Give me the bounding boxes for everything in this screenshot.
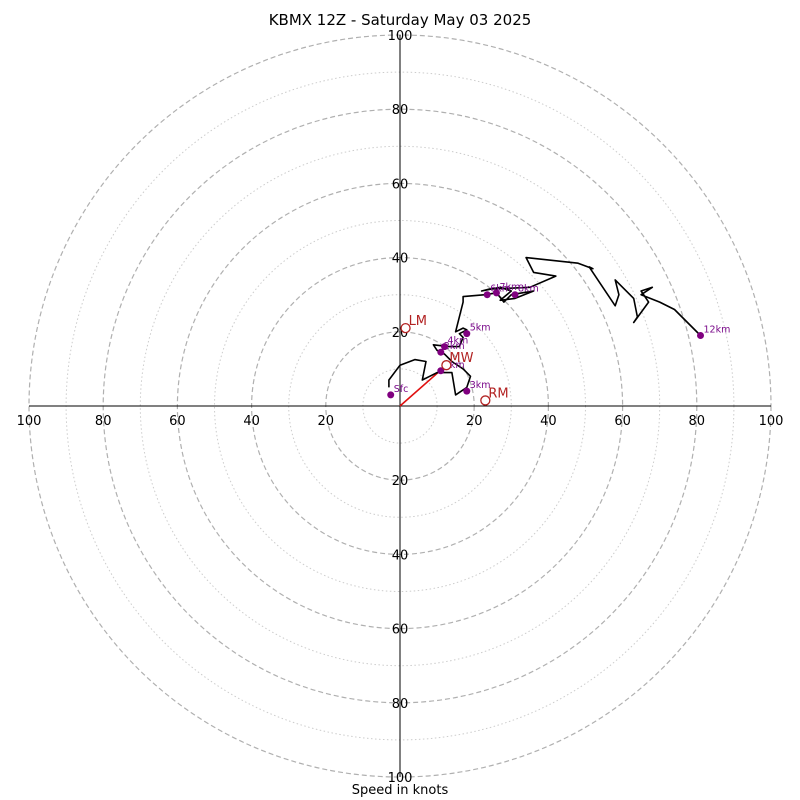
x-tick-label: 100 — [759, 414, 784, 429]
motion-marker-mw — [441, 360, 452, 371]
x-tick-label: 20 — [318, 414, 335, 429]
y-tick-label: 60 — [392, 177, 409, 192]
x-tick-label: 80 — [95, 414, 112, 429]
x-tick-label: 60 — [614, 414, 631, 429]
height-label-8km: 8km — [518, 284, 539, 295]
height-point-6km — [483, 291, 491, 299]
height-label-5km: 5km — [470, 323, 491, 334]
height-point-4km — [441, 343, 449, 351]
height-label-12km: 12km — [704, 325, 731, 336]
x-tick-label: 100 — [17, 414, 42, 429]
height-point-1km — [437, 367, 445, 375]
motion-label-lm: LM — [409, 314, 427, 329]
y-tick-label: 80 — [392, 697, 409, 712]
height-label-6km: 6km — [490, 284, 511, 295]
height-point-sfc — [387, 391, 395, 399]
height-point-3km — [463, 387, 471, 395]
y-tick-label: 20 — [392, 474, 409, 489]
height-point-5km — [463, 330, 471, 338]
storm-motion-markers: LM MW RM — [400, 314, 509, 406]
x-tick-label: 40 — [243, 414, 260, 429]
motion-marker-lm — [400, 322, 411, 334]
x-tick-label: 40 — [540, 414, 557, 429]
height-label-3km: 3km — [470, 380, 491, 391]
height-point-2km — [437, 348, 445, 356]
x-tick-label: 80 — [689, 414, 706, 429]
height-point-7km — [492, 289, 500, 297]
x-axis-label: Speed in knots — [351, 783, 449, 798]
motion-label-mw: MW — [449, 351, 473, 366]
y-tick-label: 60 — [392, 623, 409, 638]
height-label-2km: 2km — [444, 341, 465, 352]
x-tick-label: 20 — [466, 414, 483, 429]
x-tick-label: 60 — [169, 414, 186, 429]
motion-label-rm: RM — [488, 386, 508, 401]
chart-title: KBMX 12Z - Saturday May 03 2025 — [268, 11, 532, 29]
motion-marker-rm — [480, 395, 491, 406]
y-tick-label: 80 — [392, 103, 409, 118]
axis-tick-labels: 2020202040404040606060608080808010010010… — [17, 29, 784, 786]
y-tick-label: 40 — [392, 548, 409, 563]
y-tick-label: 100 — [388, 771, 413, 786]
height-label-4km: 4km — [448, 336, 469, 347]
y-tick-label: 40 — [392, 252, 409, 267]
height-label-sfc: Sfc — [394, 384, 409, 395]
height-label-1km: 1km — [444, 360, 465, 371]
height-label-7km: 7km — [499, 282, 520, 293]
height-point-12km — [697, 332, 705, 340]
y-tick-label: 100 — [388, 29, 413, 44]
height-point-8km — [511, 291, 519, 299]
